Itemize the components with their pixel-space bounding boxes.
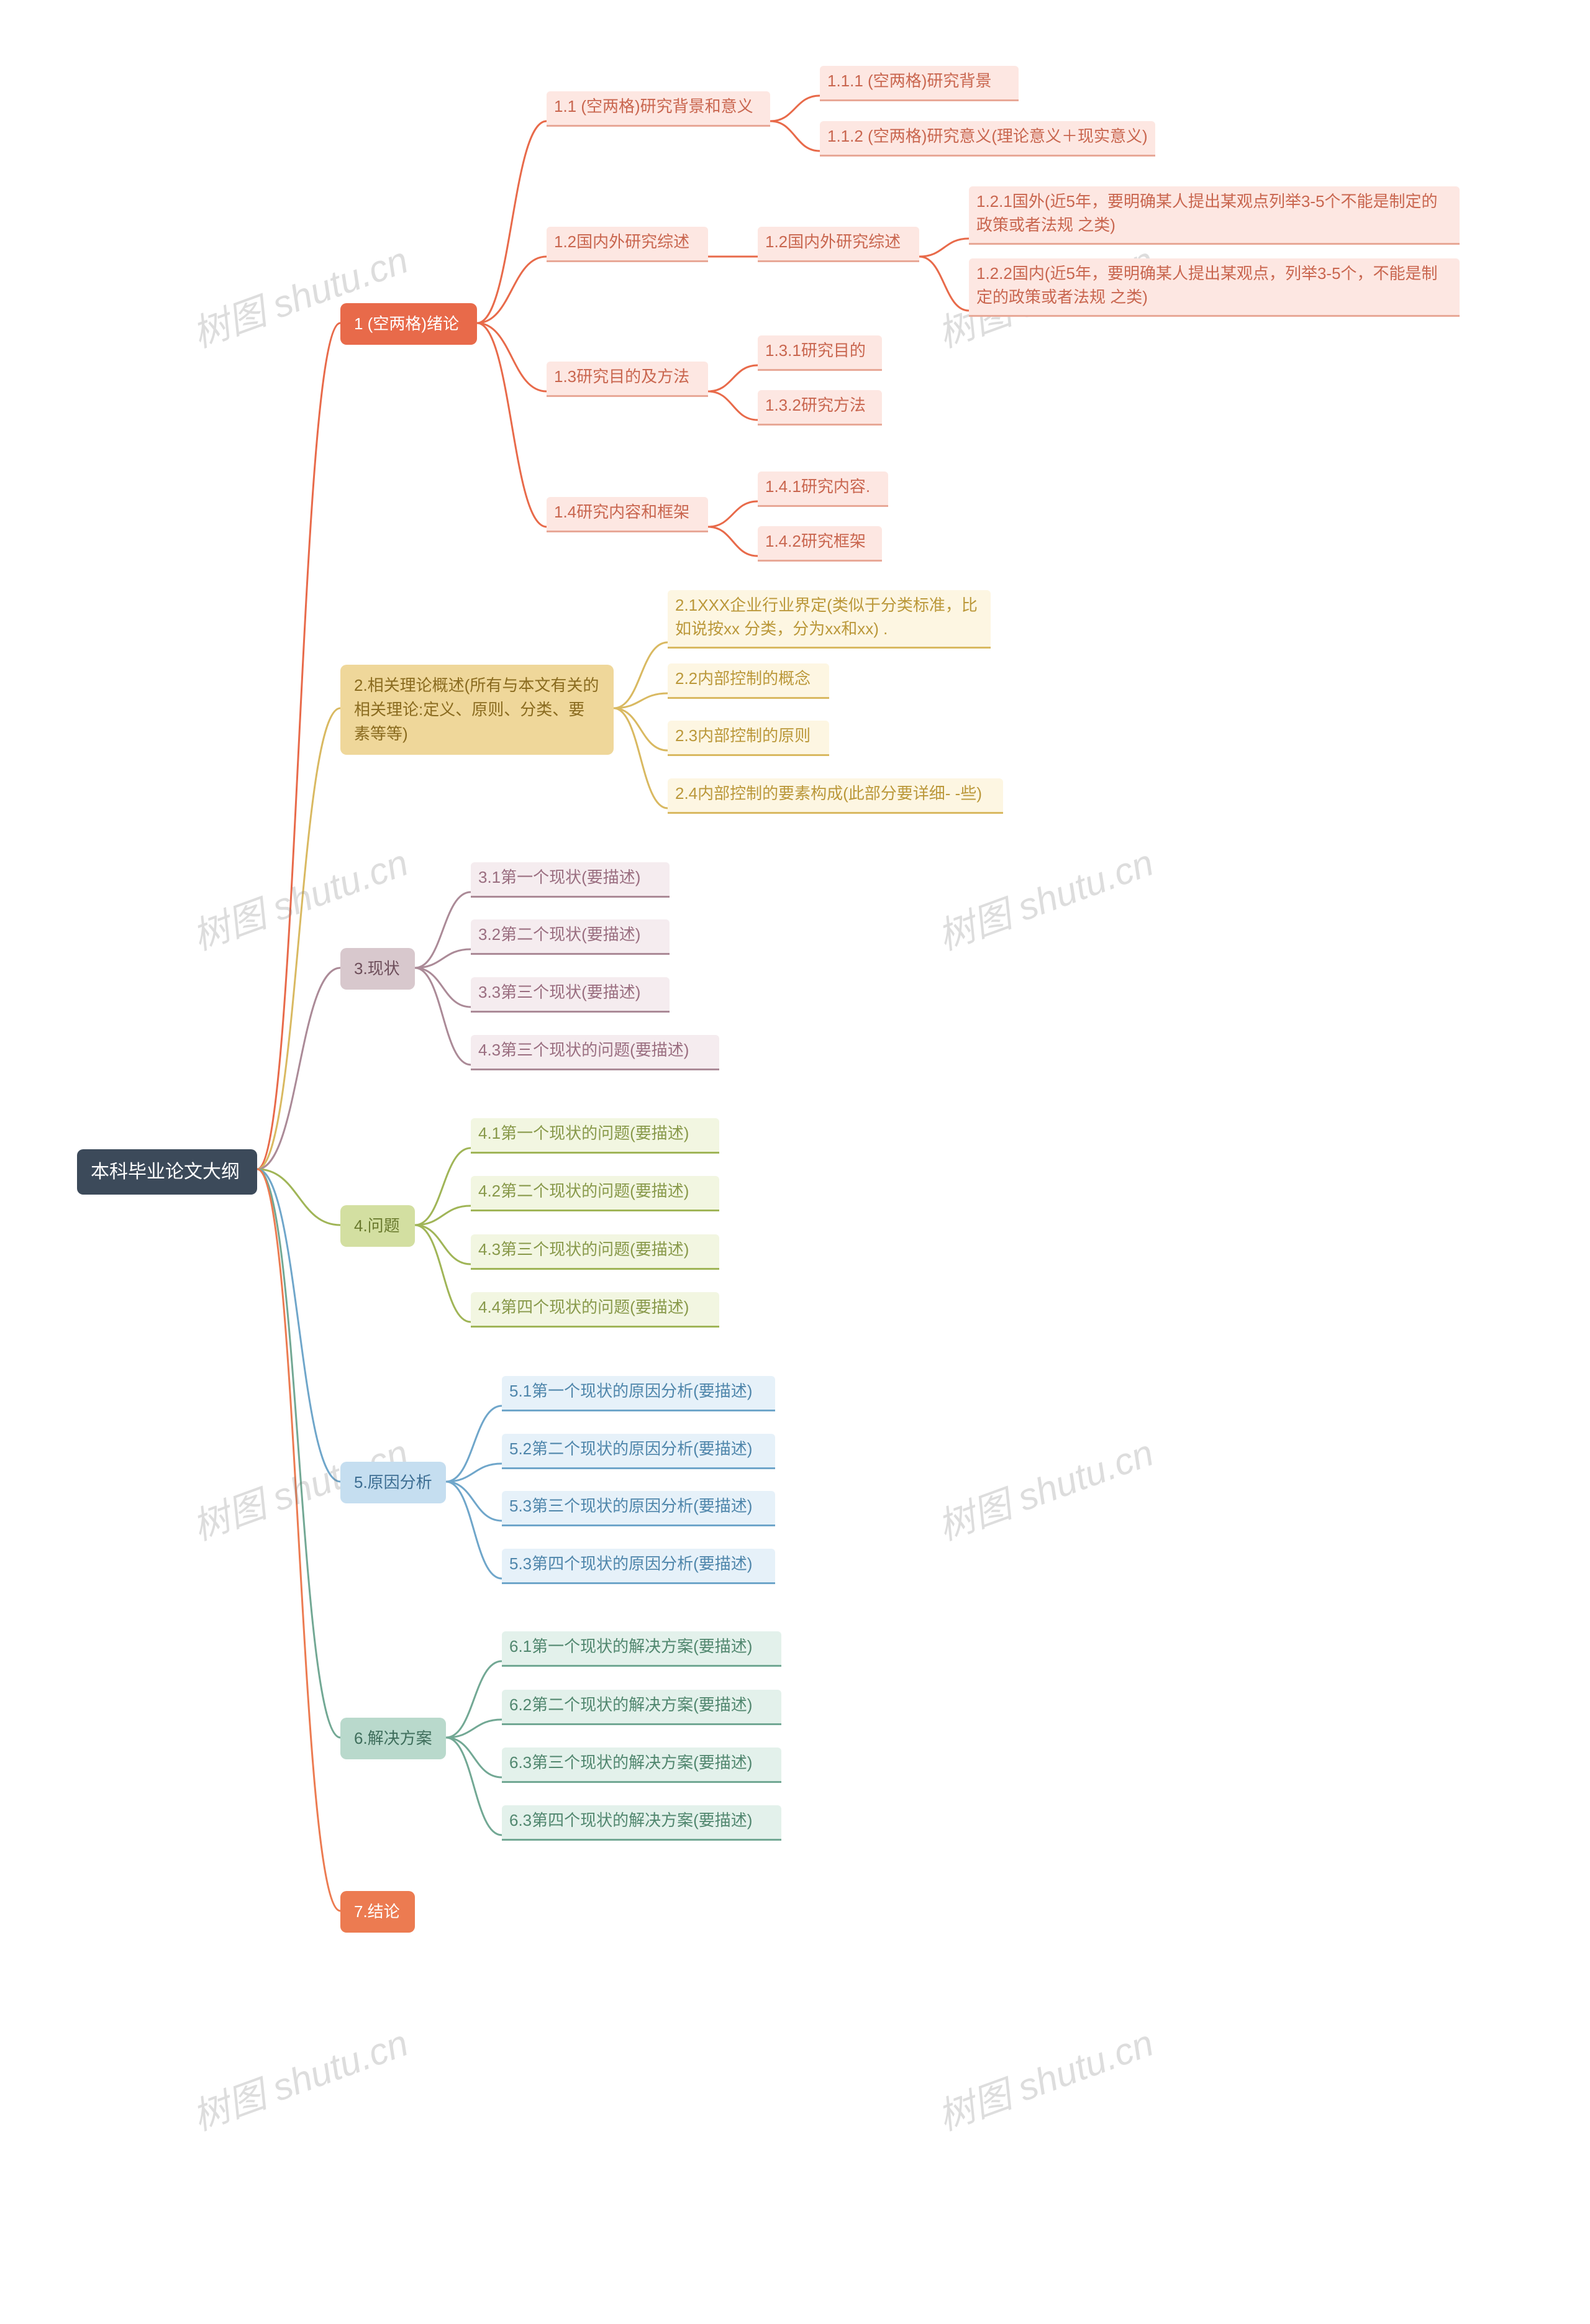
mid-node-b1_2_m[interactable]: 1.2国内外研究综述	[758, 227, 919, 262]
leaf-node-b3_3[interactable]: 3.3第三个现状(要描述)	[471, 977, 670, 1013]
leaf-node-b1_4_2[interactable]: 1.4.2研究框架	[758, 526, 882, 562]
watermark: 树图 shutu.cn	[184, 832, 414, 960]
leaf-node-b3_4[interactable]: 4.3第三个现状的问题(要描述)	[471, 1035, 719, 1070]
leaf-node-b2_4[interactable]: 2.4内部控制的要素构成(此部分要详细- -些)	[668, 778, 1003, 814]
mindmap-canvas: 树图 shutu.cn 树图 shutu.cn 树图 shutu.cn 树图 shut…	[0, 0, 1590, 2324]
leaf-node-b3_2[interactable]: 3.2第二个现状(要描述)	[471, 919, 670, 955]
branch-node-b2[interactable]: 2.相关理论概述(所有与本文有关的相关理论:定义、原则、分类、要素等等)	[340, 665, 614, 755]
leaf-node-b2_3[interactable]: 2.3内部控制的原则	[668, 721, 829, 756]
branch-node-b1[interactable]: 1 (空两格)绪论	[340, 303, 477, 345]
leaf-node-b5_4[interactable]: 5.3第四个现状的原因分析(要描述)	[502, 1549, 775, 1584]
branch-node-b5[interactable]: 5.原因分析	[340, 1462, 446, 1503]
watermark: 树图 shutu.cn	[929, 832, 1160, 960]
watermark: 树图 shutu.cn	[184, 2013, 414, 2141]
leaf-node-b1_1_2[interactable]: 1.1.2 (空两格)研究意义(理论意义＋现实意义)	[820, 121, 1155, 157]
branch-node-b6[interactable]: 6.解决方案	[340, 1718, 446, 1759]
mid-node-b1_1[interactable]: 1.1 (空两格)研究背景和意义	[547, 91, 770, 127]
mid-node-b1_2[interactable]: 1.2国内外研究综述	[547, 227, 708, 262]
leaf-node-b6_3[interactable]: 6.3第三个现状的解决方案(要描述)	[502, 1748, 781, 1783]
mid-node-b1_4[interactable]: 1.4研究内容和框架	[547, 497, 708, 532]
leaf-node-b5_1[interactable]: 5.1第一个现状的原因分析(要描述)	[502, 1376, 775, 1411]
leaf-node-b1_4_1[interactable]: 1.4.1研究内容.	[758, 472, 888, 507]
leaf-node-b3_1[interactable]: 3.1第一个现状(要描述)	[471, 862, 670, 898]
branch-node-b3[interactable]: 3.现状	[340, 948, 415, 990]
watermark: 树图 shutu.cn	[929, 2013, 1160, 2141]
leaf-node-b1_2_2[interactable]: 1.2.2国内(近5年，要明确某人提出某观点，列举3-5个，不能是制定的政策或者…	[969, 258, 1460, 317]
leaf-node-b6_4[interactable]: 6.3第四个现状的解决方案(要描述)	[502, 1805, 781, 1841]
leaf-node-b4_4[interactable]: 4.4第四个现状的问题(要描述)	[471, 1292, 719, 1328]
mid-node-b1_3[interactable]: 1.3研究目的及方法	[547, 362, 708, 397]
leaf-node-b6_2[interactable]: 6.2第二个现状的解决方案(要描述)	[502, 1690, 781, 1725]
leaf-node-b5_3[interactable]: 5.3第三个现状的原因分析(要描述)	[502, 1491, 775, 1526]
leaf-node-b1_1_1[interactable]: 1.1.1 (空两格)研究背景	[820, 66, 1019, 101]
root-node[interactable]: 本科毕业论文大纲	[77, 1149, 257, 1195]
watermark: 树图 shutu.cn	[929, 1423, 1160, 1551]
branch-node-b4[interactable]: 4.问题	[340, 1205, 415, 1247]
leaf-node-b6_1[interactable]: 6.1第一个现状的解决方案(要描述)	[502, 1631, 781, 1667]
leaf-node-b4_1[interactable]: 4.1第一个现状的问题(要描述)	[471, 1118, 719, 1154]
leaf-node-b5_2[interactable]: 5.2第二个现状的原因分析(要描述)	[502, 1434, 775, 1469]
leaf-node-b1_3_1[interactable]: 1.3.1研究目的	[758, 335, 882, 371]
leaf-node-b4_3[interactable]: 4.3第三个现状的问题(要描述)	[471, 1234, 719, 1270]
branch-node-b7[interactable]: 7.结论	[340, 1891, 415, 1933]
leaf-node-b4_2[interactable]: 4.2第二个现状的问题(要描述)	[471, 1176, 719, 1211]
leaf-node-b2_1[interactable]: 2.1XXX企业行业界定(类似于分类标准，比如说按xx 分类，分为xx和xx) …	[668, 590, 991, 649]
leaf-node-b1_2_1[interactable]: 1.2.1国外(近5年，要明确某人提出某观点列举3-5个不能是制定的政策或者法规…	[969, 186, 1460, 245]
leaf-node-b1_3_2[interactable]: 1.3.2研究方法	[758, 390, 882, 426]
leaf-node-b2_2[interactable]: 2.2内部控制的概念	[668, 663, 829, 699]
